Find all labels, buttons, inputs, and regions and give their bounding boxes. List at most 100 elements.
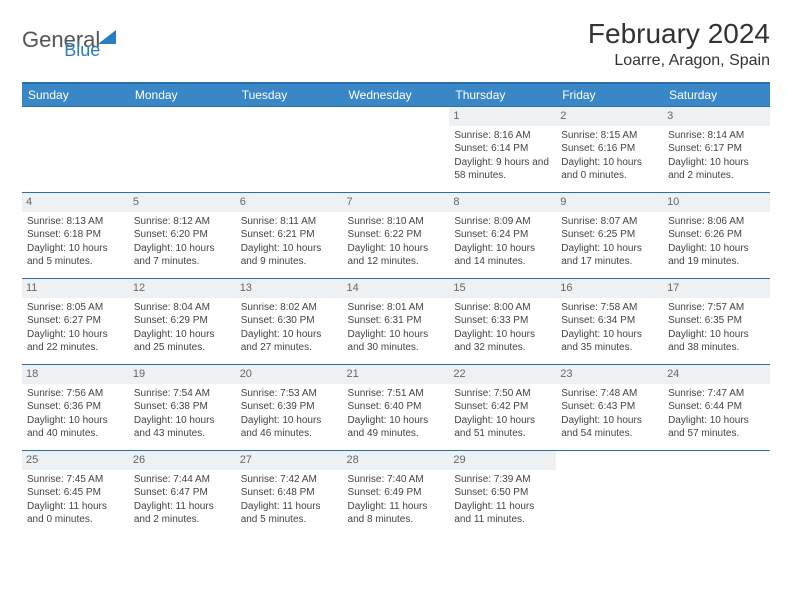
calendar-cell: 26Sunrise: 7:44 AMSunset: 6:47 PMDayligh… xyxy=(129,451,236,537)
day-details: Sunrise: 8:11 AMSunset: 6:21 PMDaylight:… xyxy=(241,215,338,269)
day-details: Sunrise: 7:40 AMSunset: 6:49 PMDaylight:… xyxy=(348,473,445,527)
day-number: 19 xyxy=(129,365,236,384)
day-details: Sunrise: 7:45 AMSunset: 6:45 PMDaylight:… xyxy=(27,473,124,527)
calendar-cell: 1 Sunrise: 8:16 AMSunset: 6:14 PMDaylight… xyxy=(449,107,556,193)
calendar-head: SundayMondayTuesdayWednesdayThursdayFrid… xyxy=(22,83,770,107)
month-title: February 2024 xyxy=(588,18,770,50)
calendar-cell: 22Sunrise: 7:50 AMSunset: 6:42 PMDayligh… xyxy=(449,365,556,451)
calendar-cell: 11 Sunrise: 8:05 AMSunset: 6:27 PMDayligh… xyxy=(22,279,129,365)
calendar-cell xyxy=(556,451,663,537)
day-details: Sunrise: 8:16 AMSunset: 6:14 PMDaylight:… xyxy=(454,129,551,183)
day-number: 3 xyxy=(663,107,770,126)
calendar-row: 11 Sunrise: 8:05 AMSunset: 6:27 PMDayligh… xyxy=(22,279,770,365)
day-number: 10 xyxy=(663,193,770,212)
calendar-cell: 17Sunrise: 7:57 AMSunset: 6:35 PMDayligh… xyxy=(663,279,770,365)
day-details: Sunrise: 7:47 AMSunset: 6:44 PMDaylight:… xyxy=(668,387,765,441)
calendar-cell: 23 Sunrise: 7:48 AMSunset: 6:43 PMDayligh… xyxy=(556,365,663,451)
calendar-cell xyxy=(663,451,770,537)
day-number: 18 xyxy=(22,365,129,384)
logo: General Blue xyxy=(22,18,100,61)
day-details: Sunrise: 7:56 AMSunset: 6:36 PMDaylight:… xyxy=(27,387,124,441)
day-number: 6 xyxy=(236,193,343,212)
day-number: 7 xyxy=(343,193,450,212)
title-block: February 2024 Loarre, Aragon, Spain xyxy=(588,18,770,70)
weekday-header: Monday xyxy=(129,83,236,107)
calendar-cell: 12 Sunrise: 8:04 AMSunset: 6:29 PMDayligh… xyxy=(129,279,236,365)
day-details: Sunrise: 7:54 AMSunset: 6:38 PMDaylight:… xyxy=(134,387,231,441)
day-number: 27 xyxy=(236,451,343,470)
calendar-body: 1 Sunrise: 8:16 AMSunset: 6:14 PMDaylight… xyxy=(22,107,770,537)
day-details: Sunrise: 7:44 AMSunset: 6:47 PMDaylight:… xyxy=(134,473,231,527)
day-details: Sunrise: 7:50 AMSunset: 6:42 PMDaylight:… xyxy=(454,387,551,441)
day-details: Sunrise: 8:13 AMSunset: 6:18 PMDaylight:… xyxy=(27,215,124,269)
day-number: 12 xyxy=(129,279,236,298)
day-details: Sunrise: 7:48 AMSunset: 6:43 PMDaylight:… xyxy=(561,387,658,441)
calendar-cell: 25 Sunrise: 7:45 AMSunset: 6:45 PMDayligh… xyxy=(22,451,129,537)
calendar-cell: 20Sunrise: 7:53 AMSunset: 6:39 PMDayligh… xyxy=(236,365,343,451)
day-number: 23 xyxy=(556,365,663,384)
day-number: 25 xyxy=(22,451,129,470)
day-number: 21 xyxy=(343,365,450,384)
calendar-cell xyxy=(236,107,343,193)
calendar-cell: 14 Sunrise: 8:01 AMSunset: 6:31 PMDayligh… xyxy=(343,279,450,365)
calendar-cell: 2 Sunrise: 8:15 AMSunset: 6:16 PMDaylight… xyxy=(556,107,663,193)
day-number: 5 xyxy=(129,193,236,212)
calendar-cell: 19 Sunrise: 7:54 AMSunset: 6:38 PMDayligh… xyxy=(129,365,236,451)
weekday-header: Tuesday xyxy=(236,83,343,107)
day-number: 11 xyxy=(22,279,129,298)
weekday-header: Sunday xyxy=(22,83,129,107)
day-number: 17 xyxy=(663,279,770,298)
header: General Blue February 2024 Loarre, Arago… xyxy=(22,18,770,70)
day-details: Sunrise: 8:14 AMSunset: 6:17 PMDaylight:… xyxy=(668,129,765,183)
day-number: 14 xyxy=(343,279,450,298)
day-number: 20 xyxy=(236,365,343,384)
calendar-cell: 13 Sunrise: 8:02 AMSunset: 6:30 PMDayligh… xyxy=(236,279,343,365)
day-details: Sunrise: 7:42 AMSunset: 6:48 PMDaylight:… xyxy=(241,473,338,527)
calendar-cell: 5 Sunrise: 8:12 AMSunset: 6:20 PMDaylight… xyxy=(129,193,236,279)
day-number: 8 xyxy=(449,193,556,212)
day-details: Sunrise: 8:10 AMSunset: 6:22 PMDaylight:… xyxy=(348,215,445,269)
day-number: 9 xyxy=(556,193,663,212)
calendar-row: 4 Sunrise: 8:13 AMSunset: 6:18 PMDaylight… xyxy=(22,193,770,279)
calendar-cell: 16 Sunrise: 7:58 AMSunset: 6:34 PMDayligh… xyxy=(556,279,663,365)
day-details: Sunrise: 8:07 AMSunset: 6:25 PMDaylight:… xyxy=(561,215,658,269)
day-number: 13 xyxy=(236,279,343,298)
calendar-cell: 8 Sunrise: 8:09 AMSunset: 6:24 PMDaylight… xyxy=(449,193,556,279)
weekday-header: Thursday xyxy=(449,83,556,107)
calendar-cell: 29Sunrise: 7:39 AMSunset: 6:50 PMDayligh… xyxy=(449,451,556,537)
weekday-header: Friday xyxy=(556,83,663,107)
calendar-cell: 10 Sunrise: 8:06 AMSunset: 6:26 PMDayligh… xyxy=(663,193,770,279)
day-details: Sunrise: 8:05 AMSunset: 6:27 PMDaylight:… xyxy=(27,301,124,355)
day-details: Sunrise: 8:01 AMSunset: 6:31 PMDaylight:… xyxy=(348,301,445,355)
calendar-cell: 9 Sunrise: 8:07 AMSunset: 6:25 PMDaylight… xyxy=(556,193,663,279)
calendar-cell: 21 Sunrise: 7:51 AMSunset: 6:40 PMDayligh… xyxy=(343,365,450,451)
day-details: Sunrise: 8:15 AMSunset: 6:16 PMDaylight:… xyxy=(561,129,658,183)
day-details: Sunrise: 7:58 AMSunset: 6:34 PMDaylight:… xyxy=(561,301,658,355)
logo-text-2: Blue xyxy=(64,40,100,61)
day-number: 2 xyxy=(556,107,663,126)
calendar-table: SundayMondayTuesdayWednesdayThursdayFrid… xyxy=(22,82,770,537)
day-details: Sunrise: 7:51 AMSunset: 6:40 PMDaylight:… xyxy=(348,387,445,441)
weekday-header: Wednesday xyxy=(343,83,450,107)
day-number: 4 xyxy=(22,193,129,212)
day-number: 16 xyxy=(556,279,663,298)
day-number: 1 xyxy=(449,107,556,126)
day-details: Sunrise: 8:02 AMSunset: 6:30 PMDaylight:… xyxy=(241,301,338,355)
day-details: Sunrise: 8:12 AMSunset: 6:20 PMDaylight:… xyxy=(134,215,231,269)
calendar-cell: 18 Sunrise: 7:56 AMSunset: 6:36 PMDayligh… xyxy=(22,365,129,451)
calendar-row: 18 Sunrise: 7:56 AMSunset: 6:36 PMDayligh… xyxy=(22,365,770,451)
location: Loarre, Aragon, Spain xyxy=(588,52,770,70)
weekday-header: Saturday xyxy=(663,83,770,107)
calendar-cell: 15Sunrise: 8:00 AMSunset: 6:33 PMDayligh… xyxy=(449,279,556,365)
day-number: 24 xyxy=(663,365,770,384)
day-number: 15 xyxy=(449,279,556,298)
calendar-cell: 7 Sunrise: 8:10 AMSunset: 6:22 PMDaylight… xyxy=(343,193,450,279)
day-number: 28 xyxy=(343,451,450,470)
day-details: Sunrise: 8:04 AMSunset: 6:29 PMDaylight:… xyxy=(134,301,231,355)
calendar-cell: 3 Sunrise: 8:14 AMSunset: 6:17 PMDaylight… xyxy=(663,107,770,193)
calendar-cell: 24 Sunrise: 7:47 AMSunset: 6:44 PMDayligh… xyxy=(663,365,770,451)
calendar-row: 1 Sunrise: 8:16 AMSunset: 6:14 PMDaylight… xyxy=(22,107,770,193)
day-details: Sunrise: 8:06 AMSunset: 6:26 PMDaylight:… xyxy=(668,215,765,269)
day-details: Sunrise: 8:09 AMSunset: 6:24 PMDaylight:… xyxy=(454,215,551,269)
calendar-cell xyxy=(129,107,236,193)
